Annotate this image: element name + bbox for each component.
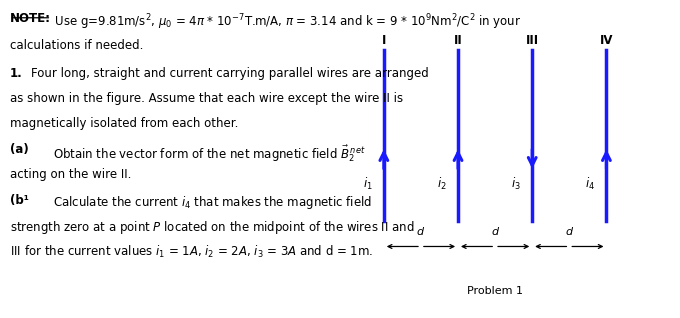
Text: NOTE:: NOTE: — [10, 12, 50, 25]
Text: (a): (a) — [10, 143, 29, 156]
Text: $d$: $d$ — [416, 225, 426, 237]
Text: calculations if needed.: calculations if needed. — [10, 39, 143, 52]
Text: I: I — [381, 33, 386, 46]
Text: $i_4$: $i_4$ — [585, 176, 595, 192]
Text: Use g=9.81m/s$^2$, $\mu_0$ = 4$\pi$ * 10$^{-7}$T.m/A, $\pi$ = 3.14 and k = 9 * 1: Use g=9.81m/s$^2$, $\mu_0$ = 4$\pi$ * 10… — [51, 12, 522, 32]
Text: $d$: $d$ — [565, 225, 574, 237]
Text: 1.: 1. — [10, 67, 22, 80]
Text: $d$: $d$ — [490, 225, 500, 237]
Text: III for the current values $i_1$ = 1$A$, $i_2$ = 2$A$, $i_3$ = 3$A$ and d = 1m.: III for the current values $i_1$ = 1$A$,… — [10, 244, 373, 260]
Text: $i_2$: $i_2$ — [437, 176, 447, 192]
Text: IV: IV — [600, 33, 613, 46]
Text: (b¹: (b¹ — [10, 194, 29, 207]
Text: Calculate the current $i_4$ that makes the magnetic field: Calculate the current $i_4$ that makes t… — [53, 194, 373, 211]
Text: Obtain the vector form of the net magnetic field $\vec{B}_2^{\,net}$: Obtain the vector form of the net magnet… — [53, 143, 366, 164]
Text: magnetically isolated from each other.: magnetically isolated from each other. — [10, 117, 238, 130]
Text: $i_1$: $i_1$ — [362, 176, 373, 192]
Text: strength zero at a point $P$ located on the midpoint of the wires II and: strength zero at a point $P$ located on … — [10, 219, 414, 236]
Text: III: III — [526, 33, 539, 46]
Text: acting on the wire II.: acting on the wire II. — [10, 168, 131, 181]
Text: as shown in the figure. Assume that each wire except the wire II is: as shown in the figure. Assume that each… — [10, 92, 403, 105]
Text: II: II — [454, 33, 462, 46]
Text: Problem 1: Problem 1 — [467, 287, 523, 296]
Text: $i_3$: $i_3$ — [511, 176, 521, 192]
Text: Four long, straight and current carrying parallel wires are arranged: Four long, straight and current carrying… — [31, 67, 429, 80]
